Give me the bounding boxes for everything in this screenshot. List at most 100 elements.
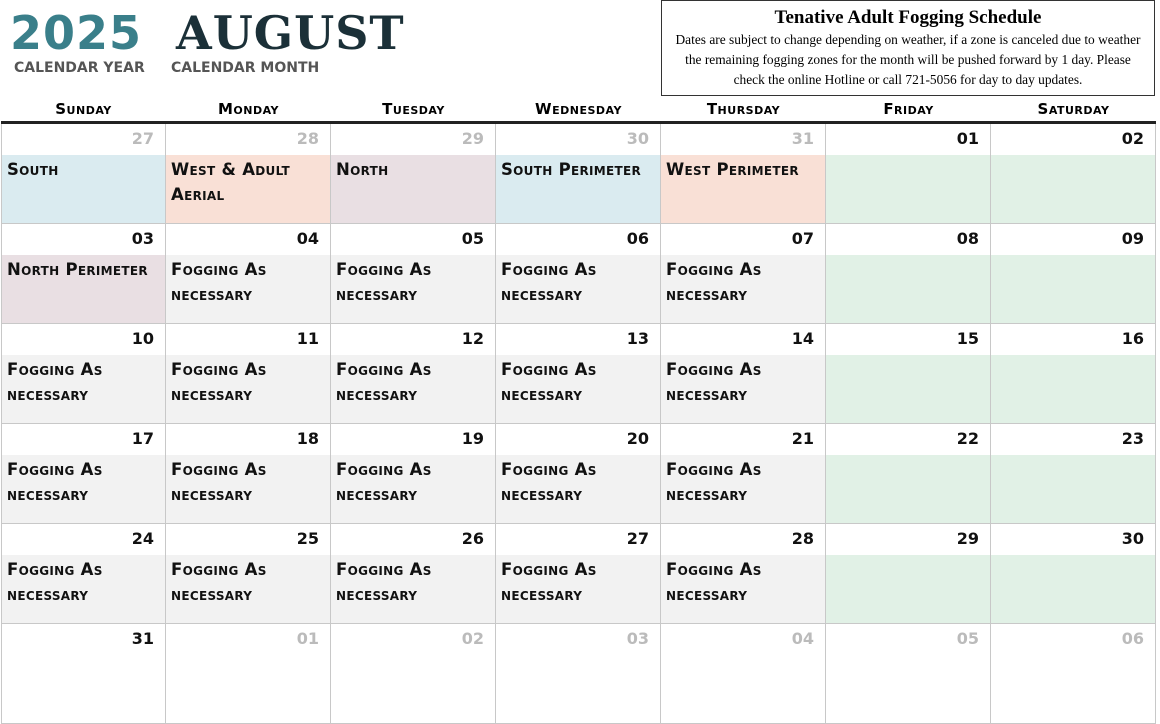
day-event (496, 655, 660, 723)
day-number: 01 (956, 129, 979, 148)
day-cell[interactable]: 02 (331, 624, 496, 724)
day-cell[interactable]: 06 (991, 624, 1156, 724)
day-event: Fogging As necessary (661, 355, 825, 423)
day-cell[interactable]: 28 Fogging As necessary (661, 524, 826, 624)
day-cell[interactable]: 14 Fogging As necessary (661, 324, 826, 424)
day-cell[interactable]: 29 (826, 524, 991, 624)
year-label: CALENDAR YEAR (14, 60, 145, 76)
weekday-sunday: Sunday (55, 100, 112, 118)
day-cell[interactable]: 30 (991, 524, 1156, 624)
day-number: 29 (461, 129, 484, 148)
day-cell[interactable]: 06 Fogging As necessary (496, 224, 661, 324)
day-event (166, 655, 330, 723)
day-event (826, 255, 990, 323)
day-event: South Perimeter (496, 155, 660, 223)
day-cell[interactable]: 31 West Perimeter (661, 124, 826, 224)
week-row: 31 01 02 03 04 05 06 (1, 624, 1156, 724)
day-number: 04 (296, 229, 319, 248)
day-number: 26 (461, 529, 484, 548)
day-cell[interactable]: 11 Fogging As necessary (166, 324, 331, 424)
day-event: Fogging As necessary (2, 355, 165, 423)
day-cell[interactable]: 08 (826, 224, 991, 324)
day-number: 02 (1121, 129, 1144, 148)
day-number: 04 (791, 629, 814, 648)
day-event: Fogging As necessary (166, 255, 330, 323)
day-number: 16 (1121, 329, 1144, 348)
week-row: 17 Fogging As necessary 18 Fogging As neces… (1, 424, 1156, 524)
day-event: Fogging As necessary (2, 455, 165, 523)
weekday-header: Sunday Monday Tuesday Wednesday Thursday Frid… (1, 100, 1156, 124)
day-cell[interactable]: 16 (991, 324, 1156, 424)
day-number: 10 (131, 329, 154, 348)
day-number: 28 (791, 529, 814, 548)
day-cell[interactable]: 12 Fogging As necessary (331, 324, 496, 424)
day-cell[interactable]: 23 (991, 424, 1156, 524)
calendar-grid: 27 South 28 West & Adult Aerial 29 North 30 Sou… (1, 124, 1156, 724)
day-cell[interactable]: 19 Fogging As necessary (331, 424, 496, 524)
day-cell[interactable]: 21 Fogging As necessary (661, 424, 826, 524)
day-cell[interactable]: 05 (826, 624, 991, 724)
notice-body: Dates are subject to change depending on… (675, 32, 1141, 87)
day-event: North Perimeter (2, 255, 165, 323)
day-event: North (331, 155, 495, 223)
day-number: 27 (131, 129, 154, 148)
day-number: 17 (131, 429, 154, 448)
day-event (991, 655, 1155, 723)
day-cell[interactable]: 09 (991, 224, 1156, 324)
day-cell[interactable]: 28 West & Adult Aerial (166, 124, 331, 224)
day-event: Fogging As necessary (2, 555, 165, 623)
day-event: Fogging As necessary (331, 355, 495, 423)
month-label: CALENDAR MONTH (171, 60, 320, 76)
day-cell[interactable]: 30 South Perimeter (496, 124, 661, 224)
day-number: 20 (626, 429, 649, 448)
day-cell[interactable]: 20 Fogging As necessary (496, 424, 661, 524)
day-number: 25 (296, 529, 319, 548)
day-cell[interactable]: 31 (1, 624, 166, 724)
day-event (331, 655, 495, 723)
day-cell[interactable]: 18 Fogging As necessary (166, 424, 331, 524)
day-number: 14 (791, 329, 814, 348)
day-number: 29 (956, 529, 979, 548)
day-cell[interactable]: 03 North Perimeter (1, 224, 166, 324)
day-event: Fogging As necessary (166, 555, 330, 623)
day-number: 18 (296, 429, 319, 448)
day-event (991, 555, 1155, 623)
day-event (826, 455, 990, 523)
day-cell[interactable]: 24 Fogging As necessary (1, 524, 166, 624)
day-cell[interactable]: 27 South (1, 124, 166, 224)
day-cell[interactable]: 15 (826, 324, 991, 424)
day-number: 31 (791, 129, 814, 148)
day-event: South (2, 155, 165, 223)
day-event: West & Adult Aerial (166, 155, 330, 223)
day-event: West Perimeter (661, 155, 825, 223)
week-row: 10 Fogging As necessary 11 Fogging As neces… (1, 324, 1156, 424)
day-cell[interactable]: 29 North (331, 124, 496, 224)
day-cell[interactable]: 01 (826, 124, 991, 224)
day-cell[interactable]: 10 Fogging As necessary (1, 324, 166, 424)
day-cell[interactable]: 07 Fogging As necessary (661, 224, 826, 324)
day-number: 06 (1121, 629, 1144, 648)
day-cell[interactable]: 04 Fogging As necessary (166, 224, 331, 324)
day-number: 08 (956, 229, 979, 248)
day-cell[interactable]: 03 (496, 624, 661, 724)
day-number: 03 (626, 629, 649, 648)
day-number: 02 (461, 629, 484, 648)
day-number: 27 (626, 529, 649, 548)
day-cell[interactable]: 17 Fogging As necessary (1, 424, 166, 524)
day-cell[interactable]: 25 Fogging As necessary (166, 524, 331, 624)
day-number: 15 (956, 329, 979, 348)
day-number: 30 (1121, 529, 1144, 548)
day-cell[interactable]: 22 (826, 424, 991, 524)
day-event: Fogging As necessary (496, 255, 660, 323)
day-event: Fogging As necessary (661, 555, 825, 623)
day-number: 24 (131, 529, 154, 548)
day-cell[interactable]: 04 (661, 624, 826, 724)
day-cell[interactable]: 02 (991, 124, 1156, 224)
day-cell[interactable]: 26 Fogging As necessary (331, 524, 496, 624)
day-cell[interactable]: 13 Fogging As necessary (496, 324, 661, 424)
weekday-tuesday: Tuesday (382, 100, 445, 118)
day-cell[interactable]: 27 Fogging As necessary (496, 524, 661, 624)
day-event: Fogging As necessary (166, 455, 330, 523)
day-cell[interactable]: 05 Fogging As necessary (331, 224, 496, 324)
day-cell[interactable]: 01 (166, 624, 331, 724)
